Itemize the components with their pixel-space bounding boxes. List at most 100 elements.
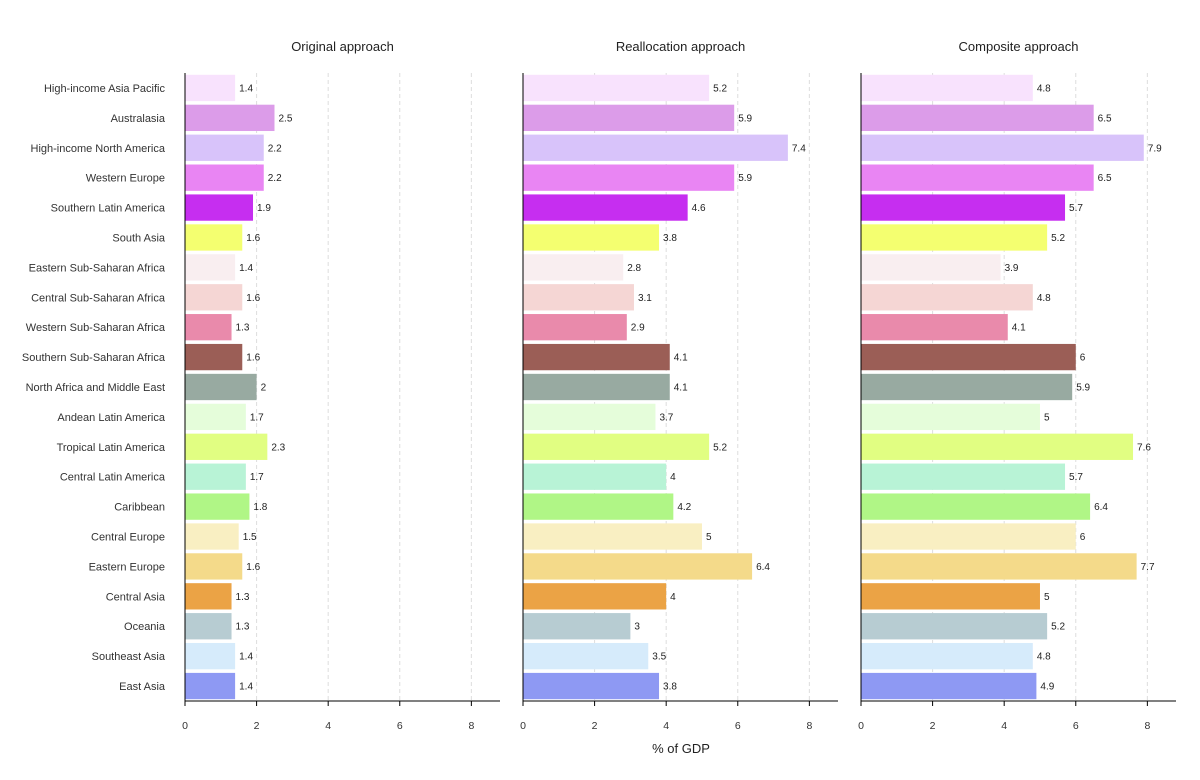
bar-andean-latin-america bbox=[185, 403, 246, 431]
data-label: 2.5 bbox=[278, 113, 292, 124]
bar-oceania bbox=[861, 613, 1048, 640]
bar-central-europe bbox=[861, 523, 1076, 550]
data-label: 4.8 bbox=[1037, 293, 1051, 304]
category-label-western-sub-saharan-africa: Western Sub-Saharan Africa bbox=[26, 322, 166, 334]
data-label: 5.2 bbox=[713, 442, 727, 453]
bar-high-income-north-america bbox=[185, 134, 264, 161]
category-label-western-europe: Western Europe bbox=[86, 173, 165, 185]
bar-south-asia bbox=[861, 224, 1048, 251]
data-label: 1.7 bbox=[250, 472, 264, 483]
data-label: 3.9 bbox=[1005, 263, 1019, 274]
bar-north-africa-and-middle-east bbox=[185, 373, 257, 401]
category-label-south-asia: South Asia bbox=[112, 232, 165, 244]
category-label-southern-latin-america: Southern Latin America bbox=[51, 203, 166, 215]
bar-central-europe bbox=[185, 523, 239, 550]
bar-southeast-asia bbox=[185, 642, 236, 670]
bar-western-sub-saharan-africa bbox=[523, 314, 627, 341]
panel-original-approach: Original approach 1.4 2.5 2.2 2.2 1.9 1.6 1.4 1.… bbox=[182, 39, 500, 732]
data-label: 6.4 bbox=[756, 562, 770, 573]
bar-central-asia bbox=[523, 583, 667, 610]
bar-western-sub-saharan-africa bbox=[861, 314, 1008, 341]
data-label: 4.2 bbox=[677, 502, 691, 513]
data-label: 7.4 bbox=[792, 143, 806, 154]
data-label: 1.3 bbox=[236, 622, 250, 633]
data-label: 5.9 bbox=[1076, 383, 1090, 394]
x-tick-label: 4 bbox=[1001, 720, 1007, 732]
bar-caribbean bbox=[523, 493, 674, 520]
data-label: 2.3 bbox=[271, 442, 285, 453]
x-tick-label: 2 bbox=[254, 720, 260, 732]
data-label: 2.8 bbox=[627, 263, 641, 274]
bar-central-sub-saharan-africa bbox=[523, 284, 634, 311]
data-label: 1.6 bbox=[246, 562, 260, 573]
bar-tropical-latin-america bbox=[185, 433, 268, 460]
bar-caribbean bbox=[861, 493, 1091, 520]
data-label: 6.4 bbox=[1094, 502, 1108, 513]
data-label: 1.6 bbox=[246, 233, 260, 244]
bar-central-latin-america bbox=[861, 463, 1066, 490]
panel-composite-approach: Composite approach 4.8 6.5 7.9 6.5 5.7 5.2 3.9 4… bbox=[858, 39, 1176, 732]
bar-south-asia bbox=[523, 224, 660, 251]
bar-central-sub-saharan-africa bbox=[185, 284, 243, 311]
bar-central-europe bbox=[523, 523, 702, 550]
bar-east-asia bbox=[523, 672, 660, 700]
data-label: 3.1 bbox=[638, 293, 652, 304]
x-tick-label: 6 bbox=[397, 720, 403, 732]
bar-eastern-europe bbox=[523, 553, 753, 580]
data-label: 1.8 bbox=[253, 502, 267, 513]
data-label: 1.4 bbox=[239, 263, 253, 274]
bar-central-latin-america bbox=[523, 463, 667, 490]
data-label: 3 bbox=[634, 622, 640, 633]
data-label: 1.9 bbox=[257, 203, 271, 214]
data-label: 7.9 bbox=[1148, 143, 1162, 154]
data-label: 4.8 bbox=[1037, 652, 1051, 663]
bar-caribbean bbox=[185, 493, 250, 520]
data-label: 2.2 bbox=[268, 143, 282, 154]
bar-southern-latin-america bbox=[185, 194, 254, 221]
bar-north-africa-and-middle-east bbox=[523, 373, 670, 401]
panel-title: Reallocation approach bbox=[616, 39, 745, 54]
data-label: 4.6 bbox=[692, 203, 706, 214]
category-label-central-asia: Central Asia bbox=[106, 591, 166, 603]
data-label: 2 bbox=[261, 383, 267, 394]
category-label-eastern-europe: Eastern Europe bbox=[89, 561, 165, 573]
category-labels: High-income Asia Pacific Australasia High-… bbox=[22, 83, 166, 693]
category-label-southern-sub-saharan-africa: Southern Sub-Saharan Africa bbox=[22, 352, 166, 364]
bar-oceania bbox=[523, 613, 631, 640]
x-tick-label: 8 bbox=[468, 720, 474, 732]
data-label: 4.1 bbox=[674, 353, 688, 364]
x-tick-label: 8 bbox=[806, 720, 812, 732]
data-label: 5.2 bbox=[1051, 233, 1065, 244]
x-axis-title: % of GDP bbox=[652, 741, 710, 756]
bar-central-asia bbox=[185, 583, 232, 610]
bar-high-income-asia-pacific bbox=[523, 74, 710, 102]
bar-western-sub-saharan-africa bbox=[185, 314, 232, 341]
data-label: 1.7 bbox=[250, 412, 264, 423]
data-label: 5 bbox=[706, 532, 712, 543]
data-label: 1.3 bbox=[236, 592, 250, 603]
bar-eastern-europe bbox=[185, 553, 243, 580]
x-tick-label: 0 bbox=[858, 720, 864, 732]
x-tick-label: 0 bbox=[520, 720, 526, 732]
panel-title: Composite approach bbox=[959, 39, 1079, 54]
data-label: 1.6 bbox=[246, 353, 260, 364]
bar-andean-latin-america bbox=[523, 403, 656, 431]
bar-southern-sub-saharan-africa bbox=[861, 343, 1076, 371]
bar-tropical-latin-america bbox=[523, 433, 710, 460]
bar-north-africa-and-middle-east bbox=[861, 373, 1073, 401]
bar-southern-latin-america bbox=[861, 194, 1066, 221]
data-label: 6 bbox=[1080, 353, 1086, 364]
chart-panels: Original approach 1.4 2.5 2.2 2.2 1.9 1.6 1.4 1.… bbox=[182, 39, 1176, 732]
data-label: 4 bbox=[670, 592, 676, 603]
panel-title: Original approach bbox=[291, 39, 394, 54]
bar-australasia bbox=[861, 104, 1094, 132]
category-label-eastern-sub-saharan-africa: Eastern Sub-Saharan Africa bbox=[29, 262, 166, 274]
data-label: 1.4 bbox=[239, 682, 253, 693]
data-label: 4.1 bbox=[1012, 323, 1026, 334]
data-label: 3.8 bbox=[663, 233, 677, 244]
x-tick-label: 2 bbox=[592, 720, 598, 732]
category-label-tropical-latin-america: Tropical Latin America bbox=[57, 442, 166, 454]
bar-east-asia bbox=[861, 672, 1037, 700]
category-label-high-income-north-america: High-income North America bbox=[31, 143, 166, 155]
